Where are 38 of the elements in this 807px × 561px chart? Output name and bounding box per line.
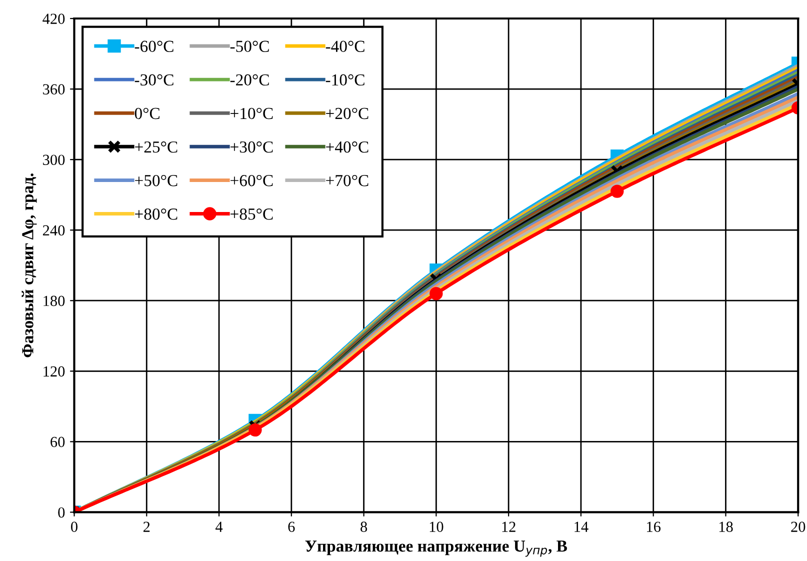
x-tick-label: 6 (288, 522, 295, 532)
y-tick-label: 120 (44, 366, 65, 377)
x-tick-label: 4 (216, 522, 223, 532)
legend-label: -50°C (230, 40, 269, 52)
legend-label: +30°C (230, 141, 273, 153)
legend-label: +20°C (326, 108, 368, 120)
legend-label: -20°C (230, 74, 269, 86)
y-tick-label: 420 (42, 14, 65, 24)
x-tick-label: 20 (791, 522, 806, 532)
legend-label: +85°C (230, 208, 273, 220)
x-tick-label: 18 (719, 522, 733, 532)
y-tick-label: 240 (42, 225, 65, 236)
y-tick-label: 300 (43, 154, 65, 166)
y-tick-label: 60 (50, 436, 65, 448)
x-tick-label: 14 (574, 522, 588, 532)
x-tick-label: 8 (360, 522, 368, 532)
x-tick-label: 16 (647, 522, 661, 532)
legend-label: +70°C (326, 174, 368, 186)
x-tick-label: 10 (430, 522, 444, 532)
legend-label: -30°C (134, 74, 174, 86)
legend-label: 0°C (134, 108, 160, 120)
legend-label: +80°C (135, 208, 178, 220)
x-tick-label: 0 (71, 522, 78, 532)
legend-label: -10°C (326, 74, 364, 86)
legend-label: +40°C (326, 141, 368, 153)
legend-label: +50°C (135, 174, 178, 186)
legend-label: -40°C (326, 40, 364, 52)
y-tick-label: 180 (44, 296, 65, 306)
legend-label: +60°C (230, 174, 273, 186)
legend-label: +25°C (135, 141, 178, 153)
y-tick-label: 0 (58, 507, 65, 518)
x-axis-title: Управляющее напряжение U$_{упр}$, В (305, 540, 567, 557)
legend-label: +10°C (230, 108, 273, 120)
legend-label: -60°C (134, 40, 174, 52)
y-axis-title: Фазовый сдвиг Δφ, град. (22, 174, 37, 358)
x-tick-label: 12 (502, 522, 516, 532)
x-tick-label: 2 (143, 522, 150, 532)
y-tick-label: 360 (43, 84, 65, 94)
